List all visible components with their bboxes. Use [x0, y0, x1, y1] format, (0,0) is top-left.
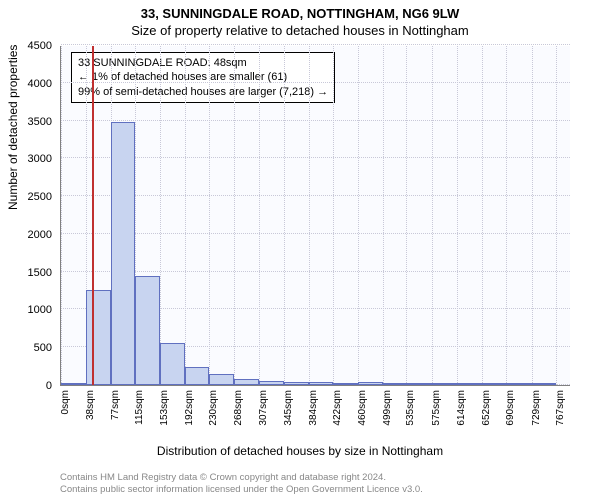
gridline-v [406, 46, 407, 385]
gridline-v [61, 46, 62, 385]
histogram-bar [86, 290, 111, 385]
x-tick-label: 460sqm [357, 390, 368, 440]
x-tick-label: 38sqm [85, 390, 96, 440]
y-tick-label: 1500 [12, 267, 52, 279]
gridline-h [61, 157, 570, 158]
gridline-v [209, 46, 210, 385]
histogram-bar [406, 383, 432, 385]
x-tick-label: 77sqm [110, 390, 121, 440]
x-tick-label: 729sqm [531, 390, 542, 440]
gridline-h [61, 233, 570, 234]
gridline-v [309, 46, 310, 385]
gridline-h [61, 82, 570, 83]
histogram-bar [432, 383, 457, 385]
chart-title-subtitle: Size of property relative to detached ho… [0, 23, 600, 38]
histogram-bar [358, 382, 383, 385]
x-tick-label: 153sqm [159, 390, 170, 440]
gridline-v [482, 46, 483, 385]
histogram-bar [482, 383, 507, 385]
y-tick-label: 2500 [12, 191, 52, 203]
gridline-v [358, 46, 359, 385]
y-tick-label: 4500 [12, 40, 52, 52]
gridline-v [259, 46, 260, 385]
y-tick-label: 0 [12, 380, 52, 392]
x-tick-label: 535sqm [405, 390, 416, 440]
y-tick-label: 500 [12, 342, 52, 354]
histogram-bar [135, 276, 160, 385]
x-tick-label: 115sqm [134, 390, 145, 440]
gridline-v [333, 46, 334, 385]
y-tick-label: 4000 [12, 78, 52, 90]
chart-title-address: 33, SUNNINGDALE ROAD, NOTTINGHAM, NG6 9L… [0, 6, 600, 21]
y-tick-label: 1000 [12, 304, 52, 316]
histogram-bar [61, 383, 86, 385]
histogram-bar [209, 374, 234, 385]
gridline-v [506, 46, 507, 385]
footer-attribution: Contains HM Land Registry data © Crown c… [60, 472, 423, 496]
histogram-bar [160, 343, 185, 385]
gridline-v [185, 46, 186, 385]
chart-plot-area: 33 SUNNINGDALE ROAD: 48sqm ← 1% of detac… [60, 46, 570, 386]
histogram-bar [185, 367, 210, 385]
x-tick-label: 384sqm [308, 390, 319, 440]
histogram-bar [309, 382, 334, 385]
x-tick-label: 767sqm [555, 390, 566, 440]
gridline-v [383, 46, 384, 385]
x-tick-label: 345sqm [283, 390, 294, 440]
annotation-line3: 99% of semi-detached houses are larger (… [78, 85, 328, 99]
x-tick-label: 0sqm [60, 390, 71, 440]
x-tick-label: 690sqm [505, 390, 516, 440]
x-tick-label: 268sqm [233, 390, 244, 440]
histogram-bar [111, 122, 136, 385]
annotation-line1: 33 SUNNINGDALE ROAD: 48sqm [78, 56, 328, 70]
histogram-bar [383, 383, 406, 385]
y-tick-label: 3000 [12, 153, 52, 165]
chart-title-block: 33, SUNNINGDALE ROAD, NOTTINGHAM, NG6 9L… [0, 0, 600, 38]
x-tick-label: 499sqm [382, 390, 393, 440]
histogram-bar [457, 383, 482, 385]
x-tick-label: 575sqm [431, 390, 442, 440]
gridline-h [61, 120, 570, 121]
histogram-bar [234, 379, 259, 385]
histogram-bar [259, 381, 284, 385]
x-tick-label: 192sqm [184, 390, 195, 440]
gridline-v [532, 46, 533, 385]
x-tick-label: 230sqm [208, 390, 219, 440]
x-tick-label: 652sqm [481, 390, 492, 440]
gridline-v [284, 46, 285, 385]
footer-line1: Contains HM Land Registry data © Crown c… [60, 472, 423, 484]
x-tick-label: 614sqm [456, 390, 467, 440]
histogram-bar [284, 382, 309, 385]
x-axis-label: Distribution of detached houses by size … [0, 444, 600, 458]
gridline-h [61, 195, 570, 196]
footer-line2: Contains public sector information licen… [60, 484, 423, 496]
x-tick-label: 422sqm [332, 390, 343, 440]
gridline-v [457, 46, 458, 385]
histogram-bar [506, 383, 531, 385]
histogram-bar [532, 383, 557, 385]
gridline-v [160, 46, 161, 385]
histogram-bar [333, 383, 358, 385]
gridline-h [61, 271, 570, 272]
gridline-h [61, 44, 570, 45]
y-tick-label: 3500 [12, 116, 52, 128]
property-marker-line [92, 46, 94, 385]
y-tick-label: 2000 [12, 229, 52, 241]
gridline-v [556, 46, 557, 385]
x-tick-label: 307sqm [258, 390, 269, 440]
gridline-v [432, 46, 433, 385]
gridline-v [234, 46, 235, 385]
